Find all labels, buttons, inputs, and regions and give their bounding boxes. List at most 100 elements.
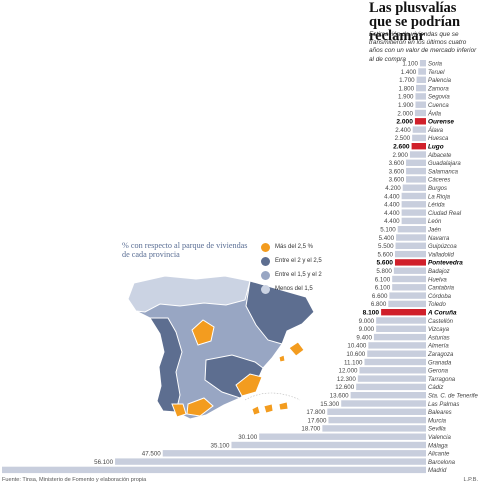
bar xyxy=(419,60,426,67)
chart-subtitle: Estimación de viviendas que se transmiti… xyxy=(369,31,477,63)
bar-category-label: Castellón xyxy=(428,319,454,325)
bar-value-label: 13.600 xyxy=(330,393,349,400)
bar-category-label: Murcia xyxy=(428,418,447,424)
bar xyxy=(401,209,426,216)
bar-category-label: Vizcaya xyxy=(428,327,450,333)
bar-value-label: 2.900 xyxy=(392,152,408,159)
bar-category-label: Tarragona xyxy=(428,377,456,383)
bar xyxy=(406,167,426,175)
map-legend-title: % con respecto al parque de viviendas de… xyxy=(122,241,248,260)
bar-value-label: 8.100 xyxy=(363,310,380,317)
map-region-canarias xyxy=(251,401,289,416)
bar-value-label: 4.400 xyxy=(384,202,400,209)
bar xyxy=(396,234,426,241)
bar-category-label: Sta. C. de Tenerife xyxy=(428,394,478,400)
bar-value-label: 30.100 xyxy=(238,434,257,441)
bar-category-label: León xyxy=(428,219,442,225)
bar xyxy=(388,300,426,308)
map-region-murcia xyxy=(235,373,263,397)
bar xyxy=(357,375,426,382)
bar xyxy=(416,76,426,83)
bar-category-label: Guipúzcoa xyxy=(428,244,457,250)
bar xyxy=(373,333,426,341)
bar-category-label: A Coruña xyxy=(427,310,457,317)
bar-category-label: Cuenca xyxy=(428,103,449,109)
bar xyxy=(115,458,426,465)
bar xyxy=(406,176,426,183)
bar xyxy=(401,192,426,200)
bar xyxy=(393,267,426,274)
map-region-madrid xyxy=(191,319,215,346)
bar xyxy=(2,466,426,474)
bar-category-label: Madrid xyxy=(428,468,447,474)
bar xyxy=(162,450,427,457)
bar-category-label: La Rioja xyxy=(428,194,451,200)
bar-value-label: 15.300 xyxy=(320,401,339,408)
bar-category-label: Cádiz xyxy=(428,385,443,391)
bar-series: 1.100 Soria 1.400 Teruel 1.700 Palencia 1.800 Z… xyxy=(0,60,478,474)
bar xyxy=(412,134,426,142)
bar-value-label: 3.600 xyxy=(389,160,405,167)
bar-value-label: 18.700 xyxy=(301,426,320,433)
bar-value-label: 1.900 xyxy=(398,94,414,101)
bar-category-label: Jaén xyxy=(427,228,442,234)
bar-value-label: 4.400 xyxy=(384,193,400,200)
bar-value-label: 6.100 xyxy=(375,285,391,292)
bar-category-label: Cáceres xyxy=(428,178,450,184)
bar-value-label: 5.500 xyxy=(378,243,394,250)
bar xyxy=(322,425,426,432)
bar-category-label: Granada xyxy=(428,360,452,366)
bar-value-label: 17.800 xyxy=(306,409,325,416)
bar-value-label: 1.400 xyxy=(401,69,417,76)
legend-label: Entre el 2 y el 2,5 xyxy=(275,258,322,264)
bar xyxy=(356,383,426,391)
bar-category-label: Córdoba xyxy=(428,294,452,300)
bar xyxy=(364,358,426,366)
bar-value-label: 2.600 xyxy=(393,144,410,151)
bar-value-label: 3.600 xyxy=(389,177,405,184)
bar-value-label: 2.000 xyxy=(396,119,413,126)
bar xyxy=(401,217,426,225)
bar-value-label: 2.400 xyxy=(395,127,411,134)
bar xyxy=(376,317,426,324)
bar-value-label: 76.500 xyxy=(0,467,1,474)
author-credit: L.P.B. xyxy=(463,477,478,483)
bar-category-label: Badajoz xyxy=(428,269,450,275)
bar-value-label: 2.500 xyxy=(395,135,411,142)
bar xyxy=(397,226,426,233)
bar xyxy=(231,441,426,449)
bar-category-label: Valladolid xyxy=(428,252,454,258)
bar-value-label: 12.300 xyxy=(337,376,356,383)
bar-value-label: 1.100 xyxy=(402,61,418,68)
bar-category-label: Soria xyxy=(428,62,443,68)
bar xyxy=(341,400,426,407)
map-inset-border xyxy=(244,392,301,401)
legend-swatch xyxy=(261,271,270,280)
bar xyxy=(259,433,426,440)
bar-category-label: Baleares xyxy=(428,410,452,416)
bar-category-label: Las Palmas xyxy=(428,402,459,408)
bar-value-label: 5.400 xyxy=(379,235,395,242)
bar-category-label: Lugo xyxy=(428,144,444,151)
bar xyxy=(367,350,426,357)
bar xyxy=(394,250,426,258)
bar xyxy=(411,143,426,150)
map-region-west xyxy=(149,317,183,413)
bar-category-label: Valencia xyxy=(428,435,451,441)
bar-value-label: 9.400 xyxy=(356,334,372,341)
bar-category-label: Salamanca xyxy=(428,169,459,175)
bar-category-label: Zaragoza xyxy=(427,352,454,358)
bar xyxy=(376,325,426,332)
bar-value-label: 12.000 xyxy=(339,368,358,375)
bar-category-label: Teruel xyxy=(428,70,445,76)
bar xyxy=(414,109,426,117)
bar-category-label: Cantabria xyxy=(428,286,455,292)
bar xyxy=(328,416,426,424)
spain-provinces-map xyxy=(127,275,315,420)
bar xyxy=(409,151,426,158)
bar-value-label: 2.000 xyxy=(397,110,413,117)
bar xyxy=(381,309,426,316)
legend-label: Entre el 1,5 y el 2 xyxy=(275,272,322,278)
bar-value-label: 12.600 xyxy=(335,384,354,391)
bar xyxy=(412,126,426,133)
